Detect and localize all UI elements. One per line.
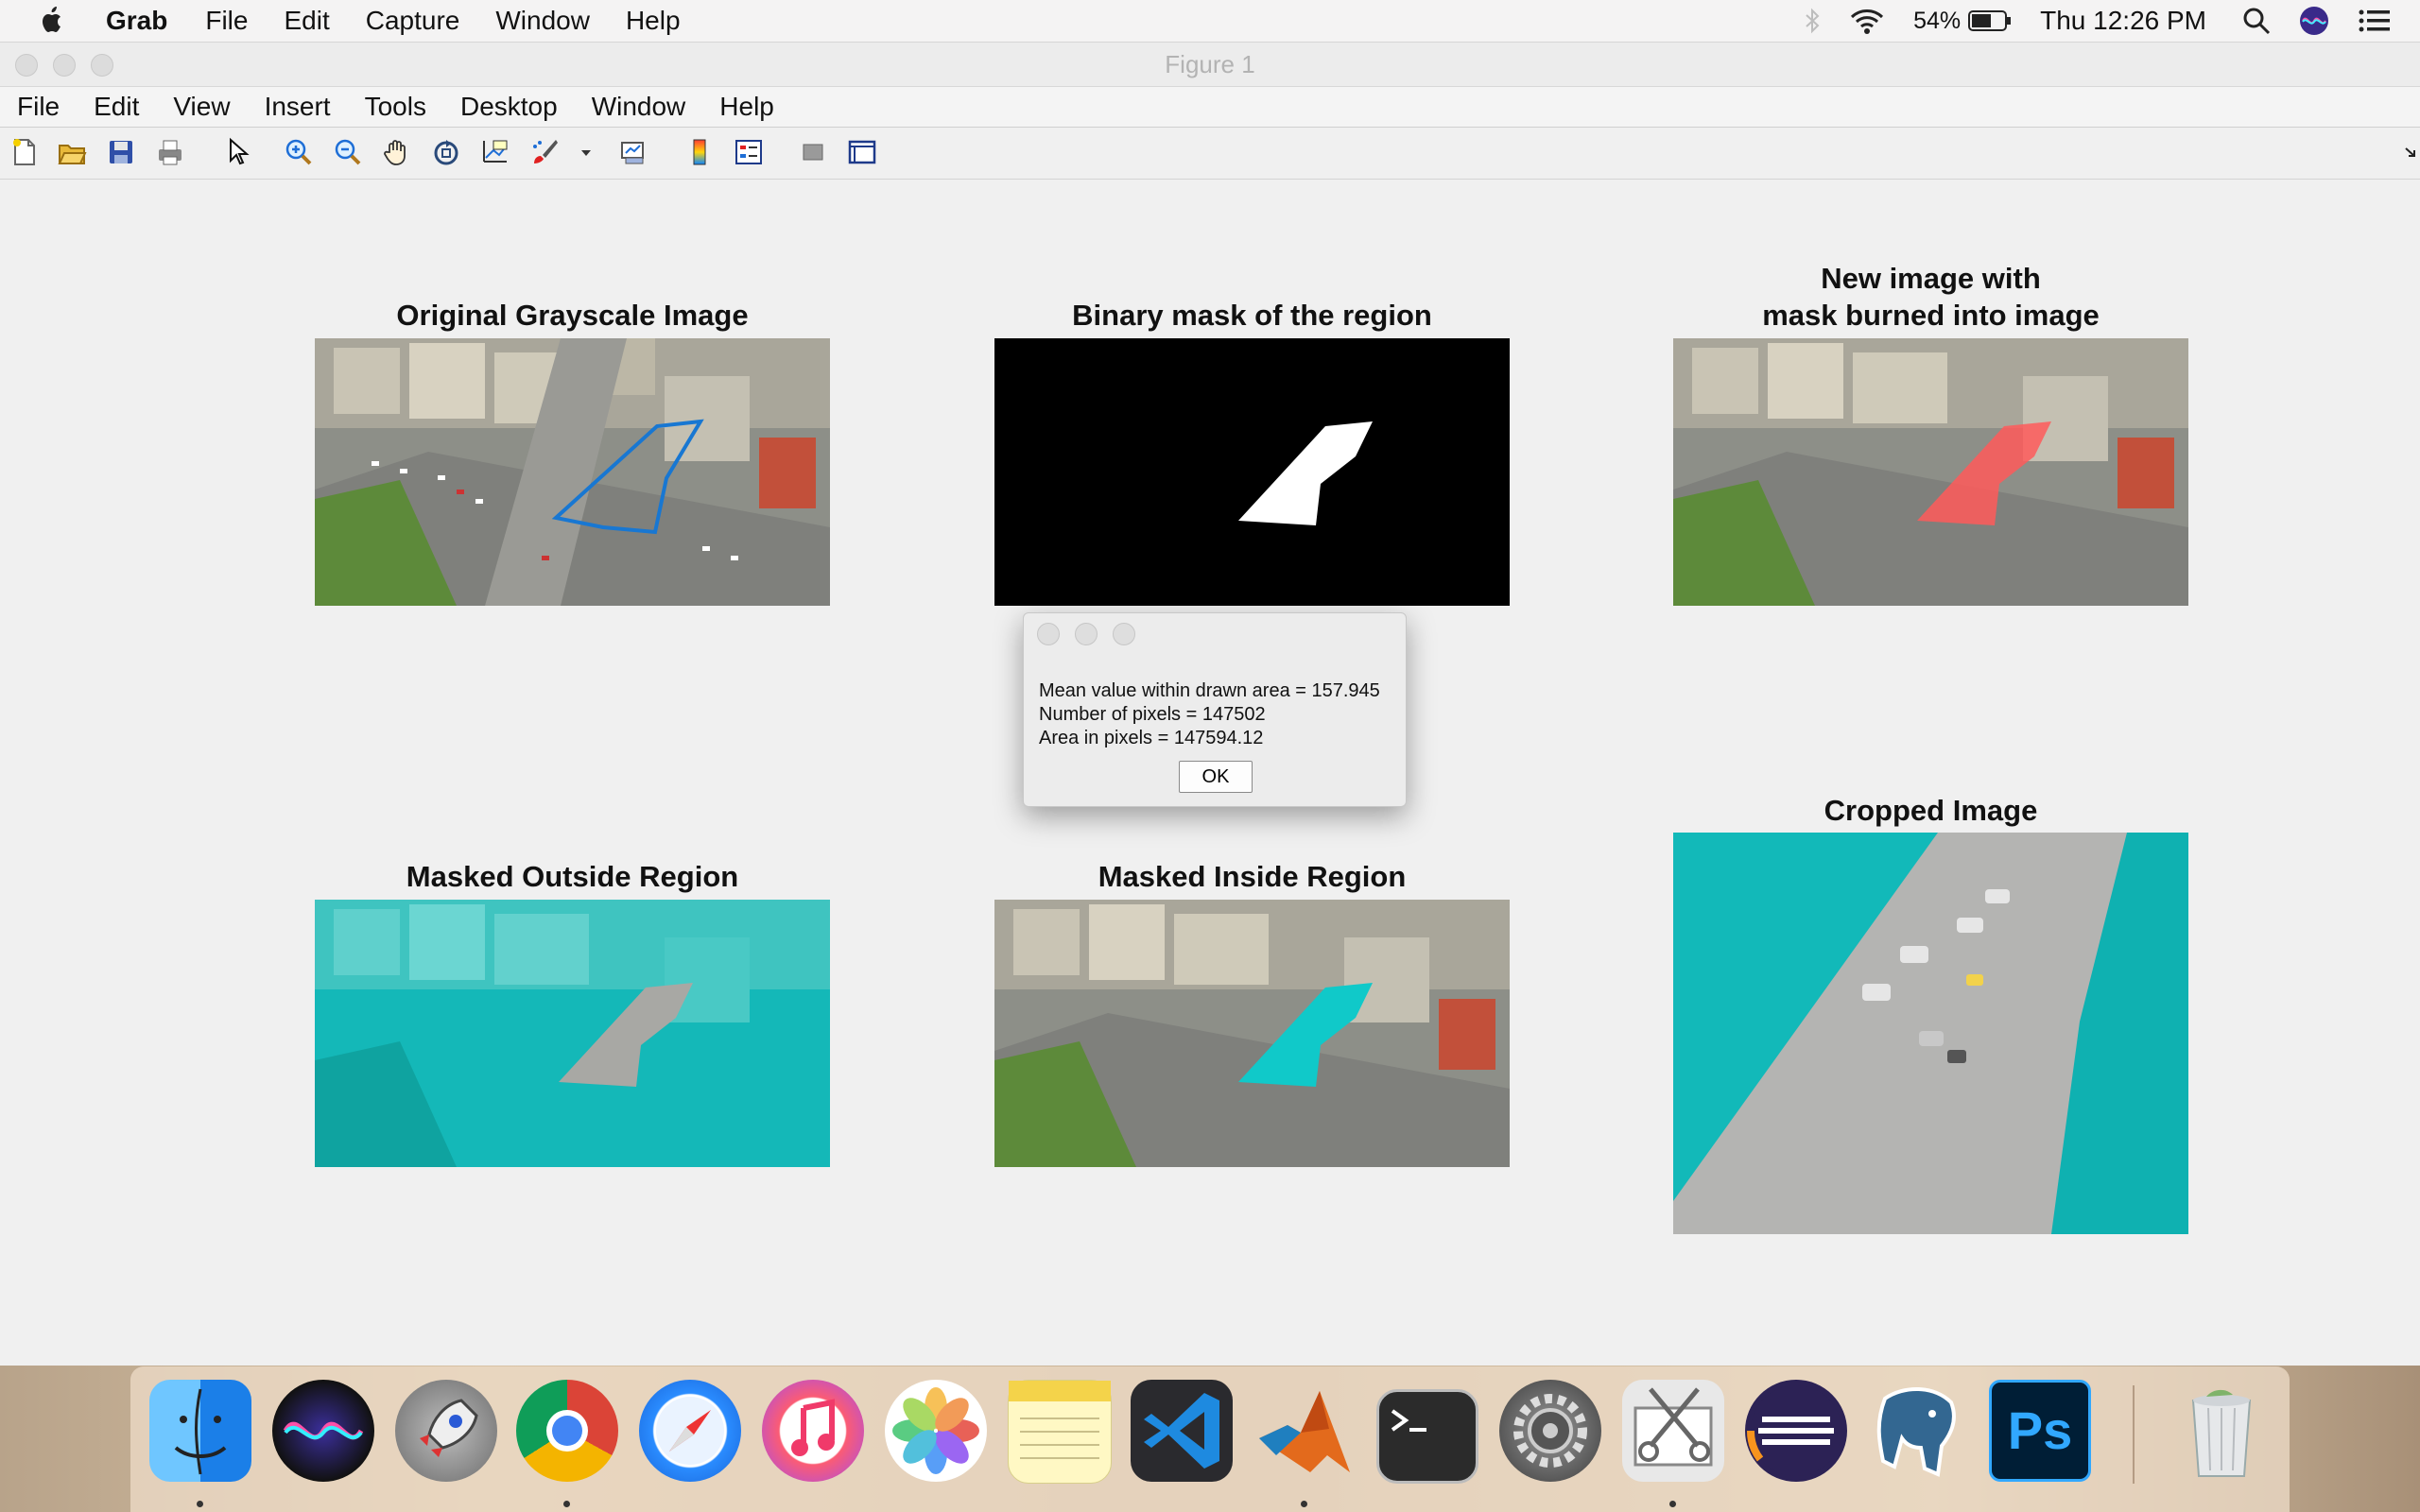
figmenu-file[interactable]: File [17, 92, 60, 121]
masked-inside-image[interactable] [994, 900, 1510, 1167]
open-file-icon[interactable] [57, 137, 87, 167]
dock-separator [2133, 1385, 2135, 1484]
window-titlebar: Figure 1 [0, 43, 2420, 87]
menu-edit[interactable]: Edit [284, 6, 330, 35]
photoshop-icon[interactable]: Ps [1989, 1380, 2091, 1482]
menu-capture[interactable]: Capture [365, 6, 460, 35]
pan-hand-icon[interactable] [382, 137, 412, 167]
dock-figure-icon[interactable] [2395, 137, 2415, 167]
new-figure-icon[interactable] [9, 137, 40, 167]
dialog-zoom-button[interactable] [1113, 623, 1135, 645]
dialog-close-button[interactable] [1037, 623, 1060, 645]
original-image[interactable] [315, 338, 830, 606]
title-masked-outside: Masked Outside Region [406, 860, 739, 893]
matlab-icon[interactable] [1253, 1380, 1356, 1482]
ok-button[interactable]: OK [1179, 761, 1253, 793]
window-title: Figure 1 [1165, 50, 1255, 78]
statistics-dialog: Mean value within drawn area = 157.945 N… [1023, 612, 1407, 807]
postgresql-icon[interactable] [1866, 1380, 1968, 1482]
siri-menubar-icon[interactable] [2299, 6, 2329, 36]
burned-mask-image[interactable] [1673, 338, 2188, 606]
figure-menubar: File Edit View Insert Tools Desktop Wind… [0, 87, 2420, 128]
vscode-icon[interactable] [1131, 1380, 1233, 1482]
app-name-menu[interactable]: Grab [106, 6, 168, 35]
figmenu-tools[interactable]: Tools [364, 92, 426, 121]
pointer-icon[interactable] [223, 137, 253, 167]
figure-toolbar [0, 128, 2420, 180]
finder-running-dot [197, 1501, 203, 1507]
system-preferences-icon[interactable] [1499, 1380, 1601, 1482]
zoom-in-icon[interactable] [284, 137, 314, 167]
minimize-window-button[interactable] [53, 54, 76, 77]
title-cropped: Cropped Image [1824, 794, 2038, 827]
screenshot-running-dot [1669, 1501, 1676, 1507]
matlab-running-dot [1301, 1501, 1307, 1507]
cropped-image[interactable] [1673, 833, 2188, 1234]
safari-icon[interactable] [639, 1380, 741, 1482]
show-plot-tools-icon[interactable] [847, 137, 877, 167]
title-masked-inside: Masked Inside Region [1098, 860, 1407, 893]
print-icon[interactable] [155, 137, 185, 167]
trash-icon[interactable] [2170, 1380, 2273, 1482]
battery-percent[interactable]: 54% [1913, 7, 1962, 34]
chrome-icon[interactable] [516, 1380, 618, 1482]
zoom-window-button[interactable] [91, 54, 113, 77]
terminal-icon[interactable] [1376, 1389, 1478, 1484]
macos-menubar: Grab File Edit Capture Window Help 54% T… [0, 0, 2420, 43]
menu-help[interactable]: Help [625, 6, 681, 35]
wifi-icon[interactable] [1849, 7, 1885, 35]
figmenu-desktop[interactable]: Desktop [459, 92, 558, 121]
status-area: 54% Thu 12:26 PM [1804, 0, 2420, 42]
photoshop-label: Ps [2007, 1400, 2073, 1460]
menu-window[interactable]: Window [495, 6, 590, 35]
chrome-running-dot [563, 1501, 570, 1507]
clock[interactable]: Thu 12:26 PM [2040, 6, 2206, 35]
pixel-count-text: Number of pixels = 147502 [1039, 704, 1266, 725]
rotate-3d-icon[interactable] [431, 137, 461, 167]
battery-icon[interactable] [1968, 9, 2012, 33]
figmenu-window[interactable]: Window [591, 92, 686, 121]
colorbar-icon[interactable] [684, 137, 715, 167]
title-binary-mask: Binary mask of the region [1072, 299, 1432, 332]
hide-plot-tools-icon[interactable] [798, 137, 828, 167]
itunes-icon[interactable] [762, 1380, 864, 1482]
save-icon[interactable] [106, 137, 136, 167]
menu-file[interactable]: File [205, 6, 249, 35]
legend-icon[interactable] [734, 137, 764, 167]
photos-icon[interactable] [885, 1380, 987, 1482]
title-burned-line2: mask burned into image [1762, 299, 2100, 332]
dropdown-arrow-icon[interactable] [571, 137, 591, 167]
binary-mask-image[interactable] [994, 338, 1510, 606]
dialog-minimize-button[interactable] [1075, 623, 1098, 645]
title-burned-line1: New image with [1821, 262, 2041, 295]
finder-icon[interactable] [149, 1380, 251, 1482]
area-text: Area in pixels = 147594.12 [1039, 728, 1264, 748]
brush-icon[interactable] [529, 137, 560, 167]
close-window-button[interactable] [15, 54, 38, 77]
notification-center-icon[interactable] [2358, 7, 2392, 35]
masked-outside-image[interactable] [315, 900, 830, 1167]
spotlight-search-icon[interactable] [2242, 7, 2271, 35]
dialog-message: Mean value within drawn area = 157.945 N… [1039, 679, 1380, 750]
launchpad-icon[interactable] [395, 1380, 497, 1482]
figmenu-edit[interactable]: Edit [94, 92, 140, 121]
notes-icon[interactable] [1008, 1380, 1112, 1484]
apple-logo-icon[interactable] [36, 5, 68, 37]
mean-value-text: Mean value within drawn area = 157.945 [1039, 680, 1380, 701]
figmenu-help[interactable]: Help [719, 92, 774, 121]
link-plot-icon[interactable] [618, 137, 648, 167]
eclipse-icon[interactable] [1745, 1380, 1847, 1482]
screenshot-tool-icon[interactable] [1622, 1380, 1724, 1482]
siri-icon[interactable] [272, 1380, 374, 1482]
figmenu-insert[interactable]: Insert [264, 92, 331, 121]
zoom-out-icon[interactable] [333, 137, 363, 167]
data-cursor-icon[interactable] [480, 137, 510, 167]
bluetooth-icon[interactable] [1804, 7, 1821, 35]
title-original: Original Grayscale Image [396, 299, 749, 332]
figmenu-view[interactable]: View [173, 92, 231, 121]
